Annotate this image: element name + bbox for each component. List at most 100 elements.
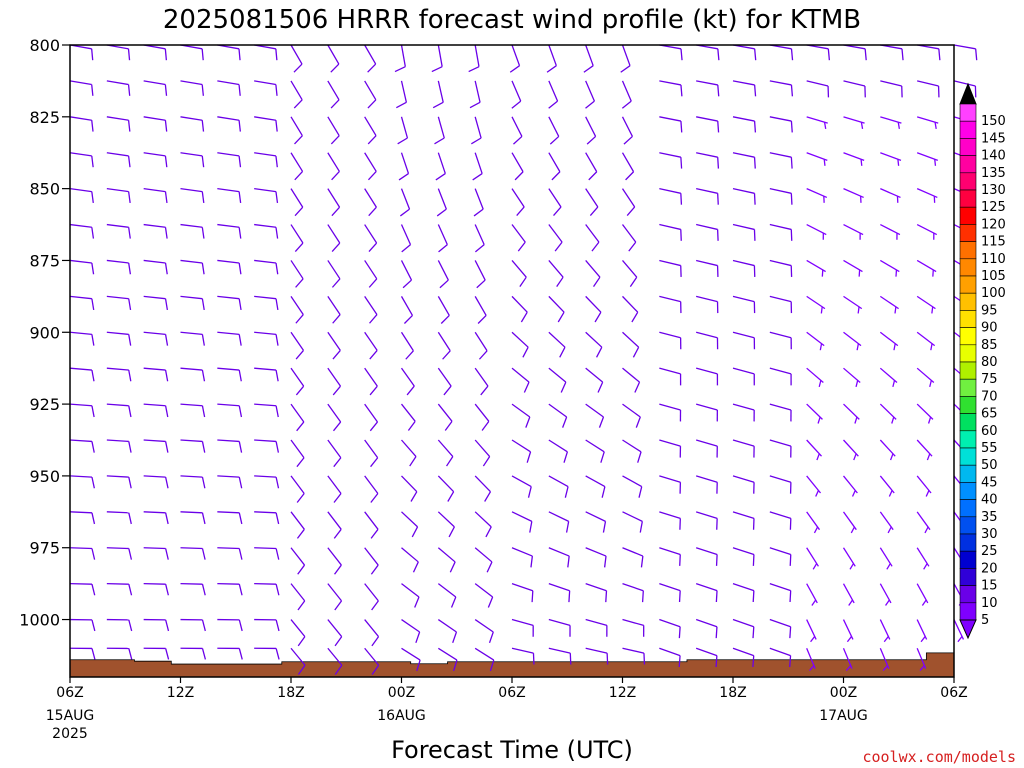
- wind-barb-feather: [883, 636, 889, 643]
- wind-barb: [217, 331, 242, 346]
- wind-barb-staff: [69, 331, 92, 336]
- wind-barb-staff: [880, 259, 900, 273]
- wind-barb-feather: [678, 626, 681, 639]
- wind-barb: [327, 547, 342, 575]
- wind-barb: [254, 116, 278, 132]
- wind-barb: [695, 618, 718, 639]
- wind-barb-feather: [238, 405, 243, 418]
- wind-barb-staff: [474, 80, 481, 103]
- wind-barb: [217, 259, 242, 275]
- wind-barb: [106, 295, 132, 311]
- wind-barb-staff: [327, 583, 343, 602]
- colorbar-label: 85: [981, 338, 998, 353]
- wind-barb-staff: [843, 188, 864, 199]
- wind-barb-feather: [855, 380, 859, 388]
- wind-barb-staff: [437, 403, 453, 422]
- wind-barb-staff: [217, 295, 240, 300]
- wind-barb: [695, 403, 718, 422]
- wind-barb-staff: [364, 619, 380, 638]
- x-tick-label: 12Z: [609, 685, 636, 701]
- wind-barb: [843, 80, 866, 98]
- wind-barb-feather: [717, 121, 720, 133]
- wind-barb: [106, 259, 132, 275]
- wind-barb-staff: [217, 187, 240, 193]
- wind-barb: [695, 367, 719, 386]
- wind-barb-feather: [717, 157, 720, 169]
- wind-barb-staff: [548, 439, 568, 453]
- wind-barb: [474, 439, 491, 467]
- wind-barb-staff: [106, 439, 129, 443]
- wind-barb-feather: [565, 521, 570, 533]
- wind-barb-feather: [569, 653, 572, 665]
- wind-barb-feather: [480, 385, 489, 396]
- wind-barb: [548, 511, 570, 533]
- wind-barb-feather: [91, 441, 95, 453]
- wind-barb-feather: [680, 48, 683, 61]
- wind-barb: [143, 331, 169, 346]
- wind-barb-feather: [930, 343, 933, 351]
- wind-barb-feather: [128, 227, 131, 239]
- wind-barb-staff: [474, 188, 484, 210]
- wind-barb: [916, 367, 935, 388]
- wind-barb-staff: [400, 80, 408, 103]
- wind-barb: [806, 511, 821, 534]
- wind-barb-feather: [643, 653, 646, 665]
- x-tick-label: 06Z: [498, 685, 525, 701]
- wind-barb-feather: [238, 48, 241, 61]
- wind-barb: [511, 403, 531, 428]
- wind-barb: [585, 439, 605, 463]
- wind-barb-staff: [400, 188, 411, 210]
- wind-barb-staff: [437, 511, 455, 528]
- wind-barb-staff: [180, 582, 203, 585]
- wind-barb-staff: [364, 152, 377, 172]
- wind-barb-feather: [370, 457, 379, 468]
- wind-barb: [69, 547, 96, 560]
- wind-barb: [585, 116, 597, 145]
- wind-barb-staff: [217, 511, 240, 514]
- wind-barb: [732, 223, 756, 241]
- wind-barb-staff: [217, 547, 240, 550]
- wind-barb: [327, 511, 342, 539]
- wind-barb-feather: [409, 456, 417, 467]
- wind-barb-staff: [217, 439, 240, 443]
- wind-barb-staff: [548, 188, 562, 208]
- wind-barb-feather: [531, 590, 534, 603]
- x-tick-year: 2025: [52, 726, 88, 742]
- wind-barb: [695, 647, 718, 668]
- wind-barb-feather: [238, 155, 242, 168]
- wind-barb-staff: [548, 583, 570, 592]
- wind-barb: [143, 116, 168, 132]
- wind-barb-staff: [364, 547, 379, 566]
- wind-barb-feather: [201, 334, 205, 346]
- wind-barb: [548, 475, 569, 498]
- wind-barb-feather: [864, 48, 867, 61]
- wind-barb-feather: [920, 636, 926, 643]
- colorbar-swatch: [959, 189, 977, 208]
- wind-barb-feather: [517, 241, 526, 252]
- wind-barb: [621, 116, 634, 145]
- wind-barb-staff: [879, 648, 890, 669]
- colorbar-label: 25: [981, 544, 998, 559]
- wind-barb: [548, 547, 570, 568]
- wind-barb-staff: [106, 582, 129, 585]
- wind-barb: [732, 116, 757, 133]
- wind-barb: [180, 439, 206, 453]
- wind-barb: [622, 583, 644, 603]
- wind-barb-staff: [879, 547, 893, 567]
- wind-barb: [69, 116, 94, 132]
- wind-barb-feather: [443, 385, 452, 396]
- wind-barb-feather: [715, 554, 718, 566]
- wind-barb-feather: [334, 600, 343, 611]
- wind-barb-feather: [856, 343, 860, 351]
- colorbar-label: 75: [981, 372, 998, 387]
- wind-barb-feather: [275, 155, 278, 168]
- wind-barb-feather: [201, 155, 205, 168]
- wind-barb-staff: [106, 80, 129, 86]
- wind-barb-staff: [474, 44, 480, 67]
- wind-barb-staff: [769, 295, 792, 303]
- wind-barb-feather: [449, 561, 456, 573]
- wind-barb-staff: [69, 439, 92, 443]
- wind-barb: [879, 583, 892, 606]
- wind-barb-feather: [367, 99, 377, 109]
- wind-barb-staff: [143, 439, 166, 443]
